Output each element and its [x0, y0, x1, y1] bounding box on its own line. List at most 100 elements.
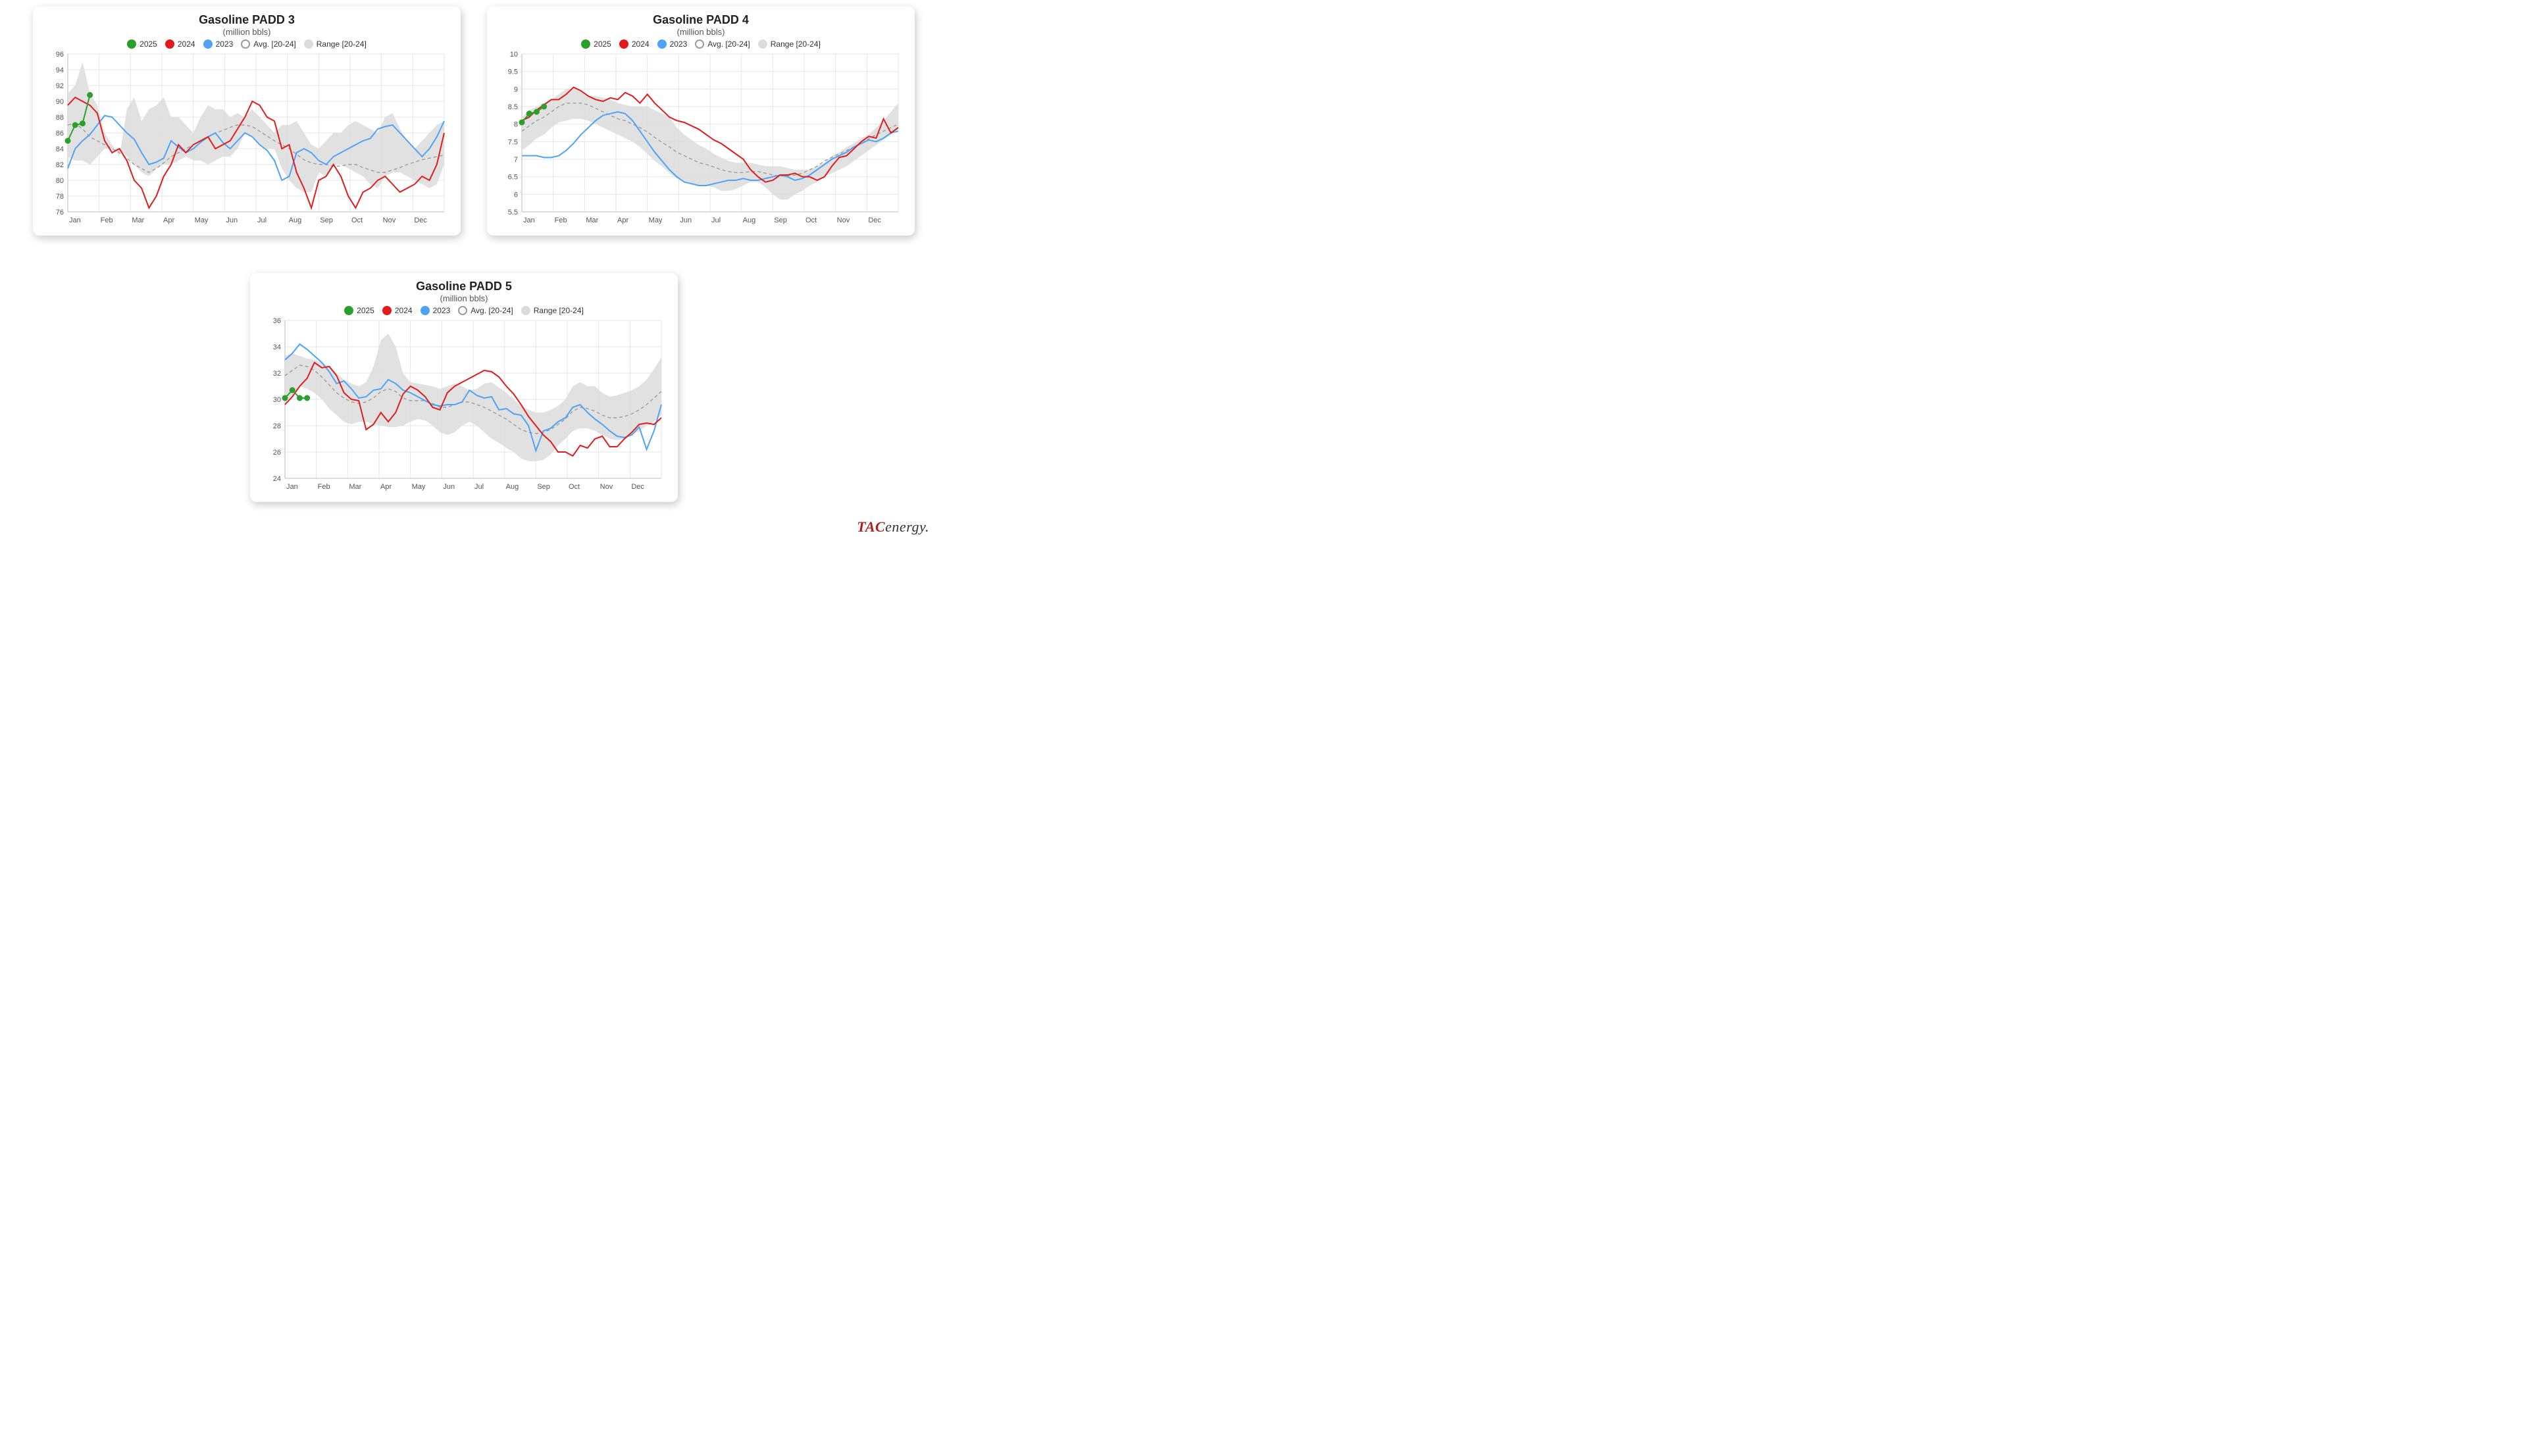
- legend-item-2023: 2023: [421, 306, 451, 315]
- svg-text:78: 78: [56, 193, 64, 201]
- svg-text:Jul: Jul: [711, 216, 721, 224]
- marker-2025: [282, 395, 288, 401]
- logo-part2: energy.: [885, 518, 929, 535]
- svg-text:7: 7: [514, 156, 518, 164]
- svg-text:Jan: Jan: [523, 216, 535, 224]
- svg-text:24: 24: [273, 475, 281, 483]
- legend-item-avg: Avg. [20-24]: [458, 306, 513, 315]
- legend-label-avg: Avg. [20-24]: [253, 39, 296, 49]
- marker-2025: [304, 395, 310, 401]
- chart-subtitle: (million bbls): [260, 293, 668, 303]
- svg-text:Oct: Oct: [805, 216, 817, 224]
- svg-text:May: May: [412, 483, 426, 491]
- svg-text:36: 36: [273, 317, 281, 325]
- svg-text:Aug: Aug: [506, 483, 519, 491]
- legend-item-2023: 2023: [203, 39, 234, 49]
- legend-label-2025: 2025: [140, 39, 157, 49]
- svg-text:80: 80: [56, 177, 64, 185]
- chart-title: Gasoline PADD 5: [260, 280, 668, 293]
- svg-text:Sep: Sep: [537, 483, 550, 491]
- legend-label-2024: 2024: [178, 39, 195, 49]
- legend-label-2024: 2024: [632, 39, 650, 49]
- marker-2025: [290, 388, 295, 393]
- card-padd3: Gasoline PADD 3(million bbls) 2025 2024 202…: [33, 7, 461, 236]
- legend-label-avg: Avg. [20-24]: [471, 306, 513, 315]
- marker-2025: [526, 111, 532, 116]
- svg-text:Jul: Jul: [257, 216, 267, 224]
- svg-text:8: 8: [514, 121, 518, 129]
- card-padd5: Gasoline PADD 5(million bbls)20252024202…: [250, 273, 678, 502]
- svg-text:6.5: 6.5: [508, 174, 518, 182]
- svg-text:10: 10: [510, 51, 518, 59]
- legend-item-2024: 2024: [382, 306, 413, 315]
- legend: 2025 2024 2023 Avg. [20-24] Range [20-24]: [260, 306, 668, 315]
- svg-text:7.5: 7.5: [508, 138, 518, 146]
- svg-text:9.5: 9.5: [508, 68, 518, 76]
- svg-text:30: 30: [273, 396, 281, 404]
- marker-2025: [72, 122, 78, 128]
- legend-item-2025: 2025: [581, 39, 611, 49]
- marker-2025: [87, 92, 93, 98]
- svg-text:Mar: Mar: [349, 483, 361, 491]
- legend-label-range: Range [20-24]: [534, 306, 584, 315]
- plot-padd3: 7678808284868890929496JanFebMarAprMayJun…: [43, 50, 451, 228]
- legend-item-2024: 2024: [619, 39, 650, 49]
- legend-label-2025: 2025: [594, 39, 611, 49]
- plot-padd5: 24262830323436JanFebMarAprMayJunJulAugSe…: [260, 316, 668, 494]
- legend-item-range: Range [20-24]: [521, 306, 584, 315]
- svg-text:Sep: Sep: [774, 216, 787, 224]
- chart-subtitle: (million bbls): [43, 27, 451, 37]
- legend-label-2023: 2023: [433, 306, 451, 315]
- legend-item-2025: 2025: [127, 39, 157, 49]
- legend: 202520242023Avg. [20-24]Range [20-24]: [497, 39, 905, 49]
- legend-item-2025: 2025: [344, 306, 374, 315]
- marker-2025: [534, 109, 540, 115]
- svg-text:34: 34: [273, 343, 281, 351]
- svg-text:Apr: Apr: [163, 216, 174, 224]
- svg-text:Jun: Jun: [680, 216, 692, 224]
- legend-item-avg: Avg. [20-24]: [695, 39, 750, 49]
- marker-2025: [541, 104, 547, 110]
- svg-text:Dec: Dec: [414, 216, 427, 224]
- svg-text:Dec: Dec: [631, 483, 644, 491]
- svg-text:Feb: Feb: [101, 216, 113, 224]
- svg-text:Aug: Aug: [743, 216, 756, 224]
- svg-text:Feb: Feb: [555, 216, 567, 224]
- legend-label-2024: 2024: [395, 306, 413, 315]
- svg-text:Sep: Sep: [320, 216, 333, 224]
- top-row: Gasoline PADD 3(million bbls)20252024202…: [33, 7, 915, 236]
- logo: TACenergy.: [857, 518, 929, 536]
- svg-text:Mar: Mar: [586, 216, 598, 224]
- svg-text:Oct: Oct: [569, 483, 580, 491]
- bottom-row: Gasoline PADD 5(million bbls)20252024202…: [250, 273, 678, 502]
- svg-text:96: 96: [56, 51, 64, 59]
- svg-text:Feb: Feb: [318, 483, 330, 491]
- legend-label-avg: Avg. [20-24]: [707, 39, 750, 49]
- svg-text:92: 92: [56, 82, 64, 90]
- svg-text:28: 28: [273, 422, 281, 430]
- marker-2025: [80, 120, 86, 126]
- chart-title: Gasoline PADD 3: [43, 13, 451, 27]
- chart-title: Gasoline PADD 4: [497, 13, 905, 27]
- svg-text:32: 32: [273, 370, 281, 378]
- card-padd4: Gasoline PADD 4(million bbls)20252024202…: [487, 7, 915, 236]
- marker-2025: [65, 138, 71, 144]
- svg-text:Apr: Apr: [617, 216, 628, 224]
- svg-text:Mar: Mar: [132, 216, 144, 224]
- legend-item-avg: Avg. [20-24]: [241, 39, 296, 49]
- svg-text:5.5: 5.5: [508, 209, 518, 216]
- svg-text:Jul: Jul: [474, 483, 484, 491]
- marker-2025: [297, 395, 303, 401]
- svg-text:Oct: Oct: [351, 216, 363, 224]
- svg-text:8.5: 8.5: [508, 103, 518, 111]
- svg-text:Jan: Jan: [69, 216, 81, 224]
- svg-text:May: May: [195, 216, 209, 224]
- svg-text:Jan: Jan: [286, 483, 298, 491]
- svg-text:Nov: Nov: [600, 483, 613, 491]
- svg-text:Apr: Apr: [380, 483, 392, 491]
- svg-text:9: 9: [514, 86, 518, 93]
- legend-label-2023: 2023: [216, 39, 234, 49]
- svg-text:26: 26: [273, 449, 281, 457]
- legend-label-range: Range [20-24]: [317, 39, 367, 49]
- chart-subtitle: (million bbls): [497, 27, 905, 37]
